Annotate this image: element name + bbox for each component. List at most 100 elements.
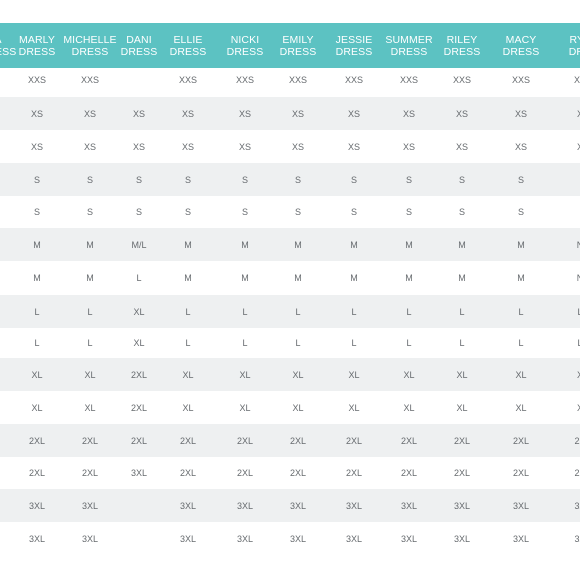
- size-cell: 3XL: [289, 500, 306, 511]
- size-cell: X: [576, 369, 580, 380]
- column-header-name: JESSIE: [335, 33, 373, 46]
- size-cell: L: [185, 306, 191, 317]
- size-cell: XS: [455, 141, 468, 152]
- table-row: 2XL 2XL 2XL 2XL 2XL 2XL 2XL 2XL 2XL 2XL 2X: [0, 424, 580, 457]
- size-cell: L: [242, 337, 248, 348]
- size-cell: XX: [573, 74, 580, 85]
- size-cell: 3XL: [81, 533, 98, 544]
- size-cell: S: [294, 206, 301, 217]
- size-cell: XL: [515, 369, 527, 380]
- size-cell: XS: [402, 141, 415, 152]
- size-cell: XXS: [452, 74, 471, 85]
- size-cell: M: [405, 272, 413, 283]
- size-cell: XS: [347, 108, 360, 119]
- size-cell: XS: [30, 108, 43, 119]
- column-header-name: EMILY: [282, 33, 314, 46]
- size-cell: X: [576, 402, 580, 413]
- size-cell: 3X: [574, 500, 580, 511]
- size-cell: 3XL: [345, 500, 362, 511]
- size-cell: 3XL: [28, 533, 45, 544]
- size-cell: M: [33, 272, 41, 283]
- size-cell: XL: [292, 402, 304, 413]
- size-cell: XS: [181, 141, 194, 152]
- size-cell: 3XL: [512, 500, 529, 511]
- column-header-type: DRESS: [335, 45, 373, 58]
- table-row: L L XL L L L L L L L L: [0, 326, 580, 359]
- size-cell: XL: [84, 402, 96, 413]
- size-cell: S: [33, 174, 40, 185]
- size-cell: L: [295, 306, 301, 317]
- table-row: MMLMMMMMMMN: [0, 261, 580, 294]
- size-cell: 2XL: [512, 467, 529, 478]
- size-cell: M: [458, 272, 466, 283]
- size-cell: [552, 163, 580, 196]
- size-cell: 3XL: [179, 533, 196, 544]
- size-cell: L: [185, 337, 191, 348]
- size-cell: M: [294, 239, 302, 250]
- size-cell: L: [87, 306, 93, 317]
- column-header: EMILY DRESS: [270, 23, 326, 68]
- size-cell: M: [86, 272, 94, 283]
- size-cell: 2XL: [400, 435, 417, 446]
- size-cell: S: [135, 206, 142, 217]
- size-cell: XL: [84, 369, 96, 380]
- size-cell: XS: [347, 141, 360, 152]
- column-header: JESSIE DRESS: [326, 23, 382, 68]
- size-cell: 2XL: [81, 435, 98, 446]
- column-header: MACY DRESS: [493, 23, 549, 68]
- size-cell: 2XL: [400, 467, 417, 478]
- size-cell: [111, 63, 167, 96]
- size-cell: 3XL: [289, 533, 306, 544]
- column-header-name: MICHELLE: [63, 33, 117, 46]
- size-cell: [111, 489, 167, 522]
- table-row: 2XL 2XL 3XL 2XL 2XL 2XL 2XL 2XL 2XL 2XL 2X: [0, 456, 580, 489]
- table-row: 3XL 3XL 3XL 3XL 3XL 3XL 3XL 3XL 3XL 3X: [0, 522, 580, 555]
- size-cell: 2X: [574, 435, 580, 446]
- size-cell: L: [577, 337, 580, 348]
- size-cell: XL: [133, 337, 145, 348]
- column-header-name: ELLIE: [173, 33, 203, 46]
- size-cell: L: [406, 306, 412, 317]
- size-cell: S: [350, 206, 357, 217]
- size-cell: S: [350, 174, 357, 185]
- column-header: DANI DRESS: [111, 23, 167, 68]
- size-cell: 2XL: [236, 435, 253, 446]
- size-cell: S: [184, 206, 191, 217]
- size-cell: M: [294, 272, 302, 283]
- size-cell: XL: [239, 402, 251, 413]
- column-header-type: DRE: [568, 45, 580, 58]
- column-header-type: DRESS: [279, 45, 317, 58]
- size-cell: L: [34, 306, 40, 317]
- size-cell: XL: [31, 369, 43, 380]
- size-cell: N: [552, 228, 580, 261]
- size-cell: S: [33, 206, 40, 217]
- column-header-type: DRESS: [226, 45, 264, 58]
- column-header: MICHELLE DRESS: [62, 23, 118, 68]
- table-row: 3XL 3XL 3XL 3XL 3XL 3XL 3XL 3XL 3XL 3X: [0, 489, 580, 522]
- size-cell: L: [577, 306, 580, 317]
- size-cell: S: [458, 174, 465, 185]
- size-cell: XXS: [344, 74, 363, 85]
- size-cell: XL: [456, 369, 468, 380]
- size-cell: XS: [83, 108, 96, 119]
- table-row: XL XL 2XL XL XL XL XL XL XL XL X: [0, 391, 580, 424]
- size-cell: [552, 195, 580, 228]
- size-cell: M: [350, 272, 358, 283]
- table-row: XS XS XS XS XS XS XS XS XS XS X: [0, 130, 580, 163]
- size-cell: L: [406, 337, 412, 348]
- size-cell: N: [552, 261, 580, 294]
- size-cell: L: [295, 337, 301, 348]
- size-cell: 2XL: [28, 467, 45, 478]
- column-header-name: SUMMER: [385, 33, 433, 46]
- column-header-name: MARLY: [19, 33, 55, 46]
- size-cell: XXS: [235, 74, 254, 85]
- size-cell: S: [86, 206, 93, 217]
- size-cell: XL: [403, 369, 415, 380]
- size-cell: XL: [348, 402, 360, 413]
- size-cell: XS: [181, 108, 194, 119]
- size-cell: XL: [133, 306, 145, 317]
- size-cell: 3XL: [236, 533, 253, 544]
- size-cell: M: [184, 272, 192, 283]
- size-cell: XS: [402, 108, 415, 119]
